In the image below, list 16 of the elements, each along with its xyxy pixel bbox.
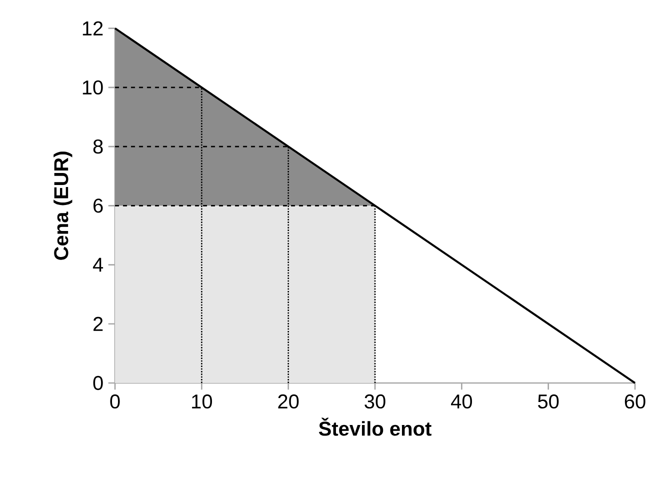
x-tick-label: 20	[278, 394, 299, 409]
y-tick-label: 4	[92, 258, 104, 272]
y-tick-label: 12	[82, 21, 103, 36]
y-tick-label: 8	[93, 139, 103, 154]
x-tick-label: 40	[451, 394, 472, 409]
x-axis-title: Število enot	[318, 418, 432, 436]
y-tick-label: 10	[82, 80, 103, 95]
x-tick-label: 0	[110, 394, 120, 409]
y-tick-label: 2	[94, 316, 103, 331]
y-axis-title: Cena (EUR)	[54, 152, 72, 260]
x-tick-label: 10	[192, 394, 212, 409]
x-tick-label: 60	[624, 394, 646, 409]
y-tick-label: 6	[94, 198, 103, 213]
x-tick-label: 30	[364, 394, 386, 409]
y-tick-label: 0	[93, 376, 103, 390]
x-tick-label: 50	[538, 394, 559, 409]
